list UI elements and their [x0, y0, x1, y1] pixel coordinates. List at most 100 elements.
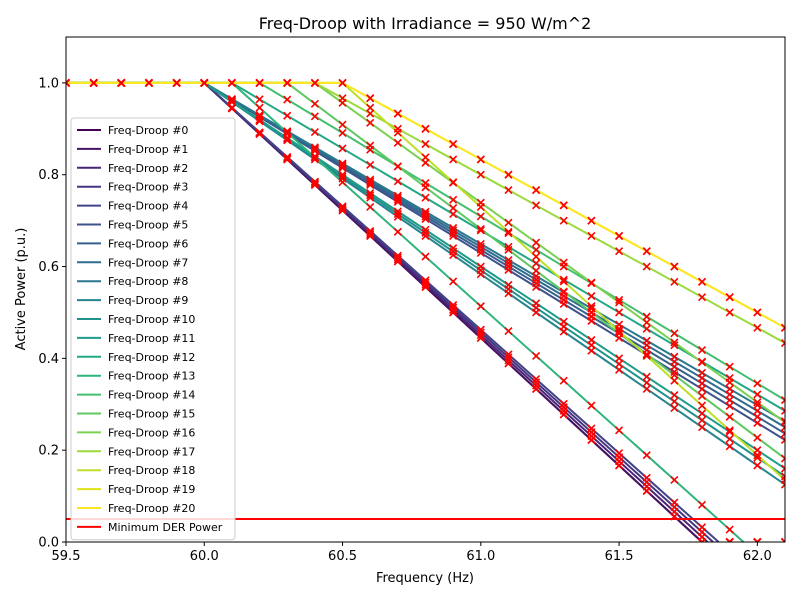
marker-s14-9 — [310, 112, 319, 121]
legend-label: Freq-Droop #8 — [108, 275, 188, 288]
marker-s4-24 — [725, 537, 734, 542]
x-tick-label: 59.5 — [52, 549, 81, 564]
marker-s13-8 — [283, 128, 292, 137]
x-axis-ticks: 59.5 60.0 60.5 61.0 61.5 62.0 — [52, 542, 772, 564]
legend-label: Freq-Droop #5 — [108, 219, 188, 232]
marker-s13-14 — [449, 277, 458, 286]
plot-frame — [65, 36, 786, 543]
marker-s14-26 — [780, 396, 785, 405]
legend-label: Freq-Droop #11 — [108, 332, 195, 345]
y-tick-label: 0.6 — [38, 260, 59, 275]
marker-s20-13 — [421, 124, 430, 133]
marker-s11-7 — [255, 115, 264, 124]
marker-s4-8 — [283, 152, 292, 162]
marker-s12-21 — [642, 324, 651, 333]
marker-s17-22 — [670, 277, 679, 286]
marker-s13-20 — [615, 426, 624, 435]
legend-label: Freq-Droop #13 — [108, 370, 195, 383]
marker-s4-22 — [670, 498, 679, 507]
marker-s7-15 — [476, 242, 485, 251]
marker-s5-24 — [725, 401, 734, 411]
marker-s14-25 — [753, 379, 762, 388]
marker-s2-17 — [532, 381, 541, 390]
marker-s4-10 — [338, 202, 347, 211]
marker-s18-13 — [421, 153, 430, 162]
marker-s16-16 — [504, 218, 513, 227]
marker-s12-17 — [532, 259, 541, 268]
marker-s20-26 — [780, 323, 785, 332]
marker-s17-19 — [587, 231, 596, 241]
legend-label: Freq-Droop #20 — [108, 502, 195, 515]
marker-s4-13 — [421, 276, 430, 285]
marker-s4-20 — [615, 449, 624, 458]
legend-label: Freq-Droop #17 — [108, 445, 195, 458]
marker-s8-20 — [615, 320, 624, 329]
marker-s8-23 — [697, 368, 707, 377]
marker-s3-18 — [559, 403, 568, 412]
marker-s12-19 — [587, 291, 596, 301]
marker-s11-26 — [780, 464, 785, 473]
marker-s13-26 — [780, 537, 785, 542]
marker-s17-10 — [338, 94, 347, 103]
legend-label: Freq-Droop #0 — [108, 124, 188, 137]
marker-s9-22 — [670, 404, 679, 413]
marker-s4-16 — [504, 350, 513, 359]
marker-s10-14 — [449, 247, 458, 256]
marker-s14-10 — [338, 128, 347, 138]
legend-label: Freq-Droop #4 — [108, 200, 188, 213]
marker-s9-24 — [725, 442, 734, 451]
marker-s8-13 — [421, 207, 430, 216]
marker-s20-3 — [144, 78, 154, 87]
marker-s20-22 — [670, 262, 679, 271]
marker-s15-9 — [310, 99, 319, 108]
marker-s13-21 — [642, 451, 651, 460]
x-tick-label: 62.0 — [743, 549, 772, 564]
marker-s15-20 — [615, 329, 624, 338]
marker-s17-25 — [753, 323, 762, 332]
marker-layer — [66, 78, 785, 542]
marker-s17-23 — [697, 293, 707, 302]
marker-s4-11 — [366, 226, 375, 236]
marker-s7-9 — [310, 144, 319, 153]
marker-s15-25 — [753, 433, 762, 442]
marker-s10-23 — [697, 416, 707, 425]
marker-s6-9 — [310, 145, 319, 154]
marker-s20-10 — [338, 78, 347, 87]
marker-s5-26 — [780, 435, 785, 445]
marker-s11-6 — [227, 97, 236, 106]
marker-s9-8 — [283, 136, 292, 145]
marker-s11-22 — [670, 391, 679, 400]
marker-s5-15 — [476, 248, 485, 258]
marker-s10-22 — [670, 397, 679, 406]
legend-label: Freq-Droop #14 — [108, 389, 195, 402]
marker-s9-20 — [615, 365, 624, 374]
legend-box — [70, 117, 236, 541]
marker-s8-9 — [310, 143, 319, 152]
legend-label: Freq-Droop #10 — [108, 313, 195, 326]
marker-s17-14 — [449, 155, 458, 164]
marker-s18-25 — [753, 451, 762, 460]
marker-s4-14 — [449, 300, 458, 310]
marker-s5-16 — [504, 265, 513, 275]
marker-s11-16 — [504, 280, 513, 289]
marker-s4-19 — [587, 424, 596, 433]
marker-s12-12 — [393, 177, 402, 186]
legend-label: Freq-Droop #7 — [108, 256, 188, 269]
marker-s17-15 — [476, 170, 485, 179]
marker-s12-9 — [310, 128, 319, 137]
marker-s20-18 — [559, 201, 568, 210]
marker-s17-21 — [642, 262, 651, 271]
marker-s16-22 — [670, 338, 679, 347]
marker-s18-11 — [366, 103, 375, 112]
marker-s18-19 — [587, 302, 596, 311]
marker-s4-15 — [476, 325, 485, 334]
marker-s12-22 — [670, 341, 679, 350]
marker-s11-24 — [725, 427, 734, 436]
marker-s18-15 — [476, 202, 485, 212]
marker-s12-25 — [753, 390, 762, 399]
marker-s16-17 — [532, 238, 541, 247]
marker-s20-14 — [449, 140, 458, 149]
marker-s13-13 — [421, 252, 430, 261]
marker-s20-21 — [642, 247, 651, 256]
marker-s7-17 — [532, 275, 541, 284]
